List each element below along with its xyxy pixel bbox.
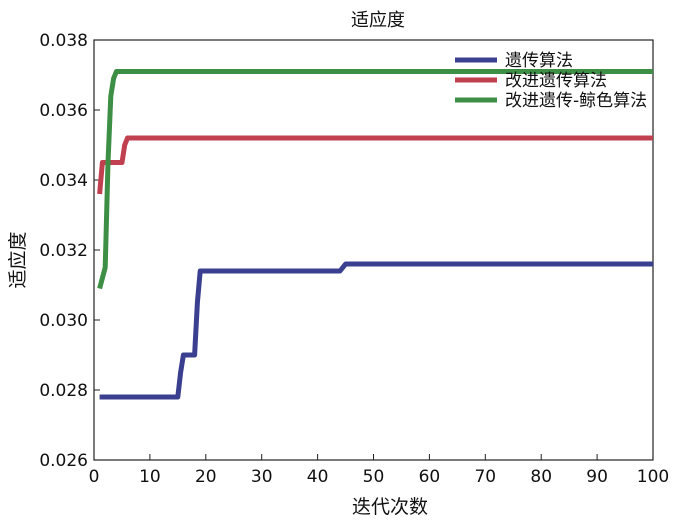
x-tick-label: 100 — [637, 467, 669, 487]
series-line-3 — [97, 69, 653, 290]
x-tick-label: 60 — [419, 467, 441, 487]
plot-area — [93, 39, 654, 461]
series-line-2 — [97, 135, 653, 195]
y-tick-label: 0.034 — [39, 171, 88, 191]
y-tick-label: 0.028 — [39, 381, 88, 401]
x-tick-label: 50 — [363, 467, 385, 487]
legend-label: 遗传算法 — [505, 51, 573, 71]
y-tick-label: 0.030 — [39, 311, 88, 331]
y-tick-label: 0.026 — [39, 451, 88, 471]
x-tick-label: 80 — [530, 467, 552, 487]
y-axis: 0.026 0.028 0.030 0.032 0.034 0.036 0.038 — [39, 31, 100, 471]
x-axis-label: 迭代次数 — [352, 496, 428, 518]
series-lines — [97, 69, 653, 400]
x-tick-label: 10 — [139, 467, 161, 487]
x-tick-label: 70 — [474, 467, 496, 487]
x-tick-label: 90 — [586, 467, 608, 487]
legend-label: 改进遗传-鲸色算法 — [505, 91, 647, 111]
x-tick-label: 0 — [89, 467, 100, 487]
x-tick-label: 20 — [195, 467, 217, 487]
y-tick-label: 0.036 — [39, 101, 88, 121]
y-tick-label: 0.038 — [39, 31, 88, 51]
y-tick-label: 0.032 — [39, 241, 88, 261]
x-tick-label: 40 — [307, 467, 329, 487]
x-tick-label: 30 — [251, 467, 273, 487]
y-axis-label: 适应度 — [7, 231, 29, 288]
series-line-1 — [99, 261, 653, 400]
legend-label: 改进遗传算法 — [505, 71, 607, 91]
chart-title: 适应度 — [351, 10, 405, 31]
x-axis: 0 10 20 30 40 50 60 70 80 90 100 — [89, 454, 669, 487]
